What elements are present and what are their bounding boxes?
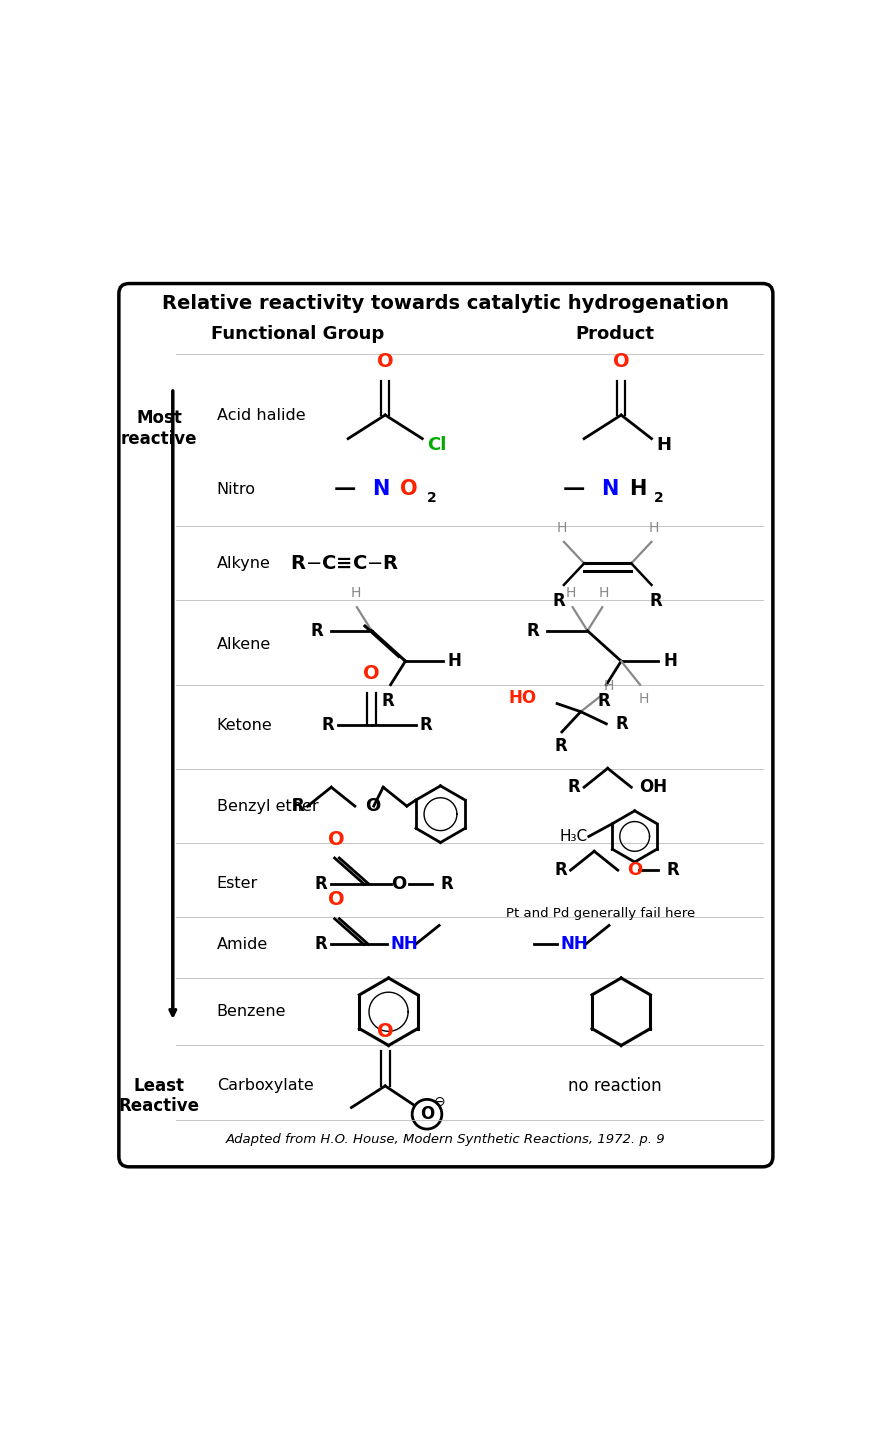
Text: —: —: [562, 480, 585, 500]
Text: H: H: [603, 679, 614, 692]
Text: Product: Product: [574, 325, 653, 343]
Text: Most
reactive: Most reactive: [121, 409, 197, 448]
Text: H: H: [350, 586, 361, 600]
Text: O: O: [400, 480, 417, 500]
Text: NH: NH: [560, 935, 587, 954]
Text: R: R: [315, 875, 327, 893]
Text: R: R: [597, 692, 609, 711]
Text: ⊖: ⊖: [433, 1096, 444, 1109]
Text: Carboxylate: Carboxylate: [216, 1078, 313, 1093]
Text: Adapted from H.O. House, Modern Synthetic Reactions, 1972. p. 9: Adapted from H.O. House, Modern Syntheti…: [226, 1133, 665, 1146]
Text: —: —: [333, 480, 355, 500]
Text: H: H: [663, 652, 677, 671]
Text: Cl: Cl: [427, 437, 446, 454]
Text: R: R: [310, 622, 322, 640]
Text: O: O: [376, 1022, 393, 1041]
Text: Alkene: Alkene: [216, 636, 270, 652]
Text: R: R: [552, 592, 565, 610]
Text: Benzene: Benzene: [216, 1004, 286, 1020]
Text: N: N: [371, 480, 388, 500]
Text: R: R: [615, 715, 627, 732]
Text: R: R: [419, 717, 432, 734]
Text: Least
Reactive: Least Reactive: [119, 1077, 200, 1116]
Text: R: R: [381, 692, 394, 711]
Text: O: O: [328, 890, 345, 909]
Text: 2: 2: [653, 491, 662, 505]
Text: Ester: Ester: [216, 876, 257, 892]
Text: H: H: [647, 521, 658, 536]
Text: NH: NH: [390, 935, 418, 954]
Text: 2: 2: [427, 491, 436, 505]
Text: R: R: [291, 797, 303, 816]
Text: HO: HO: [508, 689, 536, 707]
Text: O: O: [365, 797, 380, 816]
Text: R: R: [649, 592, 662, 610]
Text: Acid halide: Acid halide: [216, 408, 305, 422]
Text: Benzyl ether: Benzyl ether: [216, 798, 318, 814]
Text: R: R: [322, 717, 334, 734]
Text: O: O: [376, 352, 393, 370]
Text: R: R: [315, 935, 327, 954]
Text: OH: OH: [639, 778, 667, 796]
Text: O: O: [627, 862, 642, 879]
Text: O: O: [363, 665, 380, 684]
Text: Pt and Pd generally fail here: Pt and Pd generally fail here: [506, 908, 695, 920]
Text: Alkyne: Alkyne: [216, 556, 270, 572]
Text: H: H: [566, 586, 576, 600]
Text: R: R: [567, 778, 580, 796]
Text: R: R: [666, 862, 679, 879]
Text: O: O: [328, 830, 345, 849]
Text: R: R: [554, 862, 567, 879]
Text: O: O: [420, 1106, 434, 1123]
Text: R$-$C≡C$-$R: R$-$C≡C$-$R: [289, 554, 399, 573]
Text: R: R: [554, 737, 567, 755]
Text: H: H: [448, 652, 461, 671]
Text: Ketone: Ketone: [216, 718, 272, 732]
Text: H: H: [598, 586, 608, 600]
Text: H: H: [638, 692, 648, 707]
Text: Functional Group: Functional Group: [210, 325, 384, 343]
Text: no reaction: no reaction: [567, 1077, 660, 1094]
Text: N: N: [600, 480, 618, 500]
Text: Relative reactivity towards catalytic hydrogenation: Relative reactivity towards catalytic hy…: [163, 294, 728, 313]
FancyBboxPatch shape: [119, 283, 772, 1167]
Text: R: R: [440, 875, 453, 893]
Text: H: H: [655, 437, 671, 454]
Text: O: O: [390, 875, 406, 893]
Text: O: O: [612, 352, 629, 370]
Text: H₃C: H₃C: [560, 829, 587, 844]
Text: H: H: [628, 480, 646, 500]
Text: Nitro: Nitro: [216, 481, 255, 497]
Text: H: H: [556, 521, 567, 536]
Text: Amide: Amide: [216, 936, 268, 952]
Text: R: R: [526, 622, 538, 640]
